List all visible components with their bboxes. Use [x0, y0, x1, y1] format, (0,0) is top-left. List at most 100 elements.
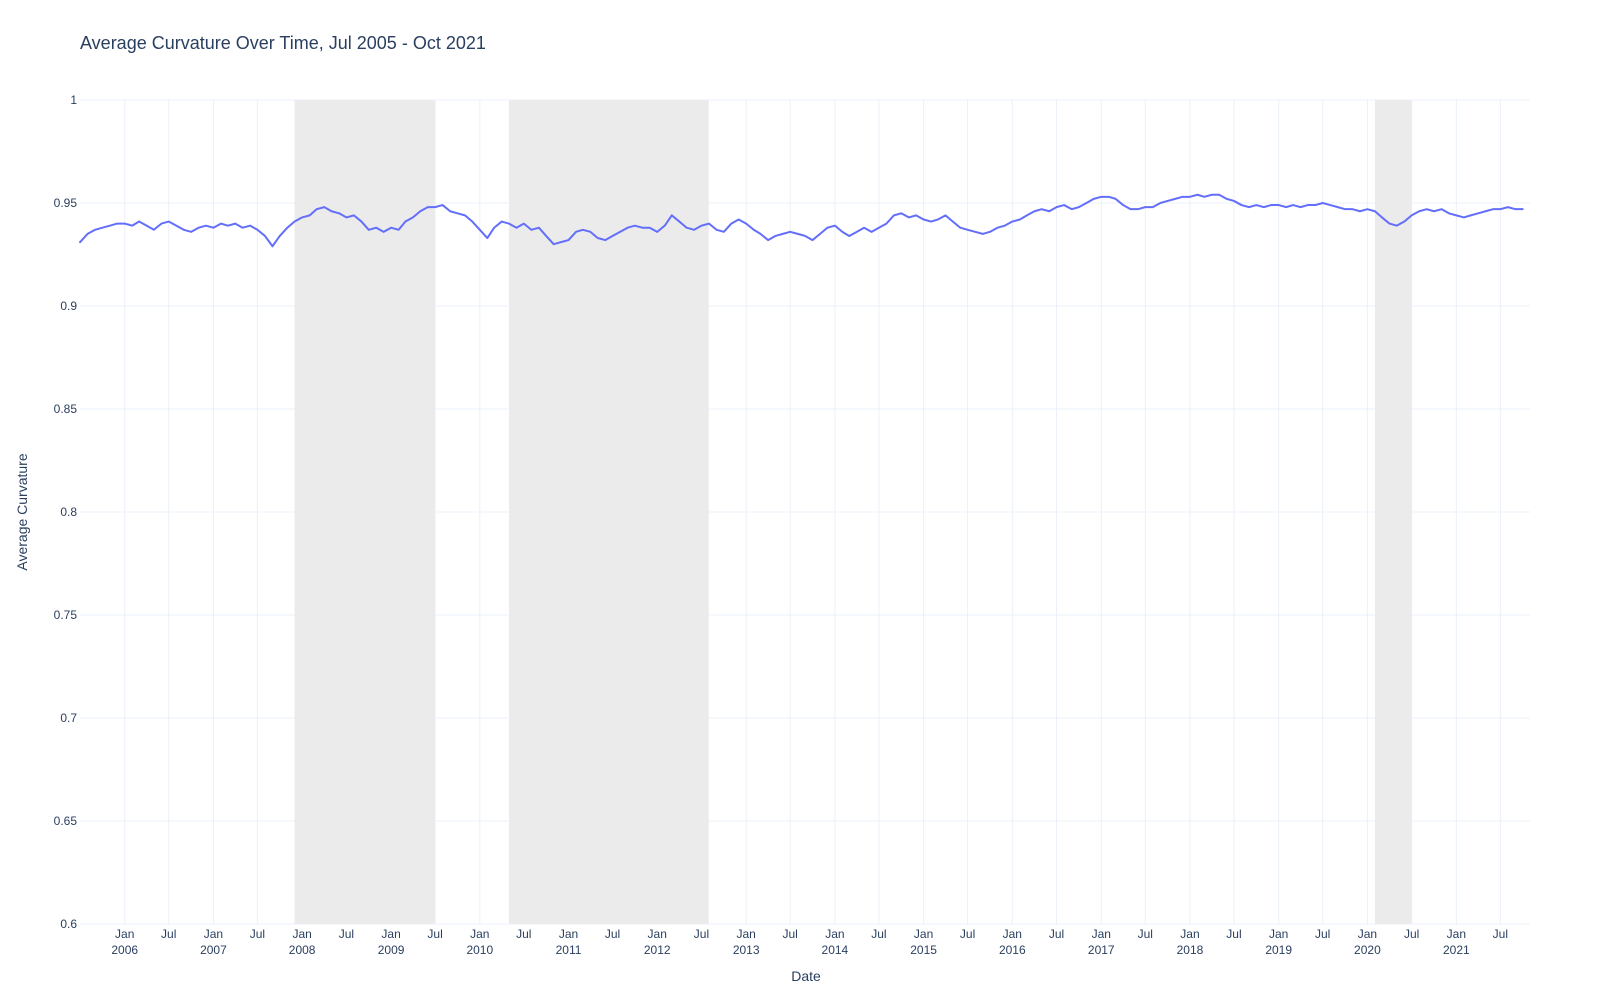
x-tick-year: 2013	[733, 943, 760, 957]
x-tick-label: Jan 2010	[466, 927, 493, 957]
x-tick-month: Jan	[825, 927, 844, 941]
x-tick-month: Jul	[1493, 927, 1508, 941]
x-tick-month: Jan	[1447, 927, 1466, 941]
y-tick-label: 0.9	[60, 299, 77, 313]
y-tick-label: 0.7	[60, 711, 77, 725]
x-tick-label: Jul	[250, 927, 265, 941]
x-tick-month: Jul	[250, 927, 265, 941]
x-tick-month: Jan	[737, 927, 756, 941]
x-tick-month: Jan	[914, 927, 933, 941]
series-layer	[79, 193, 1524, 248]
x-tick-label: Jan 2009	[378, 927, 405, 957]
x-tick-label: Jan 2021	[1443, 927, 1470, 957]
x-tick-label: Jan 2018	[1177, 927, 1204, 957]
x-tick-label: Jan 2013	[733, 927, 760, 957]
x-axis-ticks: Jan 2006 Jul Jan 2007 Jul Jan 2008 Jul Jan 2009 Jul…	[111, 927, 1508, 957]
x-tick-year: 2014	[822, 943, 849, 957]
x-tick-month: Jan	[648, 927, 667, 941]
x-tick-month: Jul	[427, 927, 442, 941]
x-tick-label: Jul	[1404, 927, 1419, 941]
x-axis-title: Date	[791, 968, 821, 984]
y-axis-ticks: 0.6 0.65 0.7 0.75 0.8 0.85 0.9 0.95 1	[54, 93, 78, 931]
x-tick-month: Jul	[339, 927, 354, 941]
x-tick-year: 2018	[1177, 943, 1204, 957]
x-tick-month: Jan	[1003, 927, 1022, 941]
x-tick-year: 2016	[999, 943, 1026, 957]
y-tick-label: 0.65	[54, 814, 78, 828]
x-tick-year: 2017	[1088, 943, 1115, 957]
x-tick-label: Jul	[960, 927, 975, 941]
shaded-period	[1374, 100, 1412, 924]
x-tick-label: Jul	[1138, 927, 1153, 941]
x-tick-month: Jan	[115, 927, 134, 941]
shaded-period	[508, 100, 709, 924]
x-tick-label: Jan 2019	[1265, 927, 1292, 957]
x-tick-year: 2015	[910, 943, 937, 957]
x-tick-label: Jul	[1049, 927, 1064, 941]
x-tick-month: Jan	[204, 927, 223, 941]
x-tick-label: Jan 2008	[289, 927, 316, 957]
x-tick-month: Jul	[871, 927, 886, 941]
x-tick-month: Jan	[1269, 927, 1288, 941]
x-tick-label: Jul	[1315, 927, 1330, 941]
x-tick-label: Jan 2015	[910, 927, 937, 957]
x-tick-label: Jul	[427, 927, 442, 941]
x-tick-year: 2011	[556, 943, 582, 957]
x-tick-month: Jul	[605, 927, 620, 941]
x-tick-year: 2021	[1443, 943, 1470, 957]
x-tick-year: 2008	[289, 943, 316, 957]
x-tick-month: Jul	[1404, 927, 1419, 941]
x-tick-label: Jul	[516, 927, 531, 941]
x-tick-month: Jul	[1138, 927, 1153, 941]
shaded-period	[294, 100, 435, 924]
x-tick-month: Jan	[1180, 927, 1199, 941]
x-tick-year: 2007	[200, 943, 227, 957]
x-tick-month: Jul	[1049, 927, 1064, 941]
x-tick-month: Jul	[783, 927, 798, 941]
x-tick-label: Jul	[339, 927, 354, 941]
x-tick-month: Jan	[292, 927, 311, 941]
x-tick-label: Jul	[694, 927, 709, 941]
x-tick-month: Jul	[161, 927, 176, 941]
x-tick-label: Jan 2011	[556, 927, 582, 957]
y-axis-title: Average Curvature	[14, 453, 30, 570]
x-tick-label: Jan 2014	[822, 927, 849, 957]
x-tick-month: Jan	[470, 927, 489, 941]
x-tick-year: 2009	[378, 943, 405, 957]
series-line	[79, 193, 1524, 248]
x-tick-month: Jan	[559, 927, 578, 941]
x-tick-label: Jan 2016	[999, 927, 1026, 957]
x-tick-label: Jan 2007	[200, 927, 227, 957]
x-tick-month: Jul	[960, 927, 975, 941]
x-tick-month: Jan	[1092, 927, 1111, 941]
x-tick-year: 2010	[466, 943, 493, 957]
y-tick-label: 0.6	[60, 917, 77, 931]
x-tick-label: Jul	[871, 927, 886, 941]
x-tick-label: Jan 2006	[111, 927, 138, 957]
x-tick-label: Jan 2020	[1354, 927, 1381, 957]
x-tick-month: Jan	[1358, 927, 1377, 941]
chart-title: Average Curvature Over Time, Jul 2005 - …	[80, 33, 486, 53]
x-tick-label: Jul	[1493, 927, 1508, 941]
y-tick-label: 0.85	[54, 402, 78, 416]
x-tick-month: Jan	[381, 927, 400, 941]
x-tick-label: Jul	[783, 927, 798, 941]
x-tick-label: Jul	[161, 927, 176, 941]
x-tick-label: Jul	[605, 927, 620, 941]
y-tick-label: 0.95	[54, 196, 78, 210]
x-tick-label: Jan 2017	[1088, 927, 1115, 957]
x-tick-year: 2012	[644, 943, 671, 957]
x-tick-year: 2020	[1354, 943, 1381, 957]
x-tick-year: 2006	[111, 943, 138, 957]
x-tick-month: Jul	[1315, 927, 1330, 941]
y-tick-label: 0.75	[54, 608, 78, 622]
x-tick-month: Jul	[516, 927, 531, 941]
x-tick-year: 2019	[1265, 943, 1292, 957]
y-tick-label: 0.8	[60, 505, 77, 519]
x-tick-label: Jan 2012	[644, 927, 671, 957]
x-tick-label: Jul	[1226, 927, 1241, 941]
y-tick-label: 1	[70, 93, 77, 107]
x-tick-month: Jul	[1226, 927, 1241, 941]
